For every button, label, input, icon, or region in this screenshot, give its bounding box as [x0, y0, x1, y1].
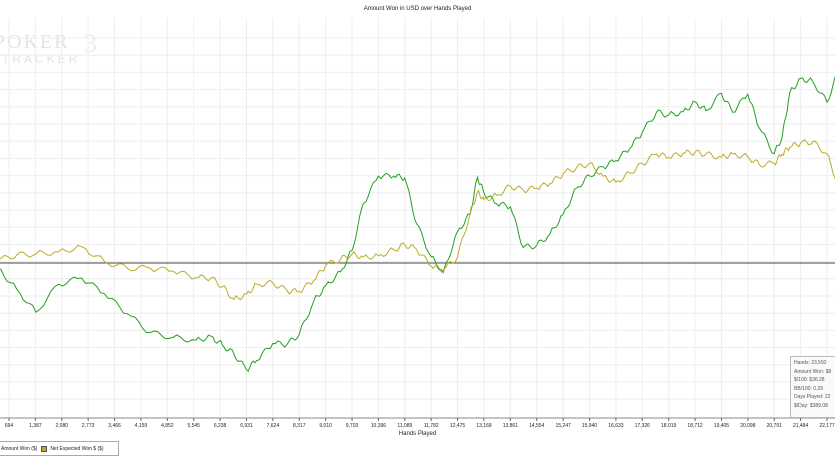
x-tick-label: 15,940	[582, 423, 598, 429]
stats-bb-per-100: BB/100: 0.29	[794, 385, 823, 392]
legend-label-amount-won: Amount Won ($)	[1, 445, 38, 452]
series-line-net-expected-won	[0, 139, 835, 301]
x-tick-label: 11,782	[424, 423, 439, 429]
x-tick-label: 14,554	[529, 423, 545, 429]
x-tick-label: 12,475	[450, 423, 466, 429]
legend-item-net-expected: Net Expected Won $ ($)	[41, 445, 104, 452]
x-tick-label: 22,177	[819, 423, 835, 429]
grid-lines	[0, 18, 835, 418]
x-tick-label: 18,712	[687, 423, 703, 429]
chart-title: Amount Won in USD over Hands Played	[363, 6, 472, 12]
x-tick-label: 16,633	[608, 423, 624, 429]
chart-legend: Amount Won ($) Net Expected Won $ ($)	[0, 441, 119, 456]
x-tick-label: 18,019	[661, 423, 677, 429]
x-tick-label: 20,791	[767, 423, 783, 429]
stats-amount-won: Amount Won: $8	[794, 368, 832, 375]
x-tick-label: 13,168	[476, 423, 492, 429]
stats-hands: Hands: 23,592	[794, 360, 827, 366]
series-line-amount-won	[0, 75, 835, 373]
x-tick-label: 9,703	[346, 423, 359, 429]
x-tick-label: 694	[5, 423, 14, 429]
stats-days-played: Days Played: 22	[794, 394, 831, 401]
series-lines	[0, 75, 835, 373]
stats-dollars-per-100: $/100: $36.28	[794, 377, 825, 384]
x-tick-label: 13,861	[503, 423, 519, 429]
x-tick-label: 6,238	[214, 423, 227, 429]
legend-swatch-net-expected	[41, 445, 48, 452]
x-tick-label: 4,852	[161, 423, 174, 429]
x-tick-label: 8,317	[293, 423, 306, 429]
legend-item-amount-won: Amount Won ($)	[1, 446, 37, 452]
x-tick-label: 15,247	[555, 423, 571, 429]
x-tick-label: 4,159	[135, 423, 148, 429]
x-tick-label: 2,080	[56, 423, 69, 429]
x-tick-label: 9,010	[319, 423, 332, 429]
x-tick-label: 3,466	[108, 423, 121, 429]
x-tick-label: 10,396	[371, 423, 387, 429]
x-tick-label: 11,089	[397, 423, 412, 429]
x-tick-label: 2,773	[82, 423, 95, 429]
x-tick-label: 6,931	[240, 423, 253, 429]
stats-summary-box: Hands: 23,592 Amount Won: $8 $/100: $36.…	[790, 356, 835, 418]
legend-label-net-expected: Net Expected Won $ ($)	[50, 445, 104, 452]
x-tick-label: 1,387	[29, 423, 42, 429]
x-tick-label: 7,624	[267, 423, 280, 429]
x-axis-title: Hands Played	[398, 431, 437, 437]
x-tick-label: 20,098	[740, 423, 756, 429]
watermark-poker-text: POKER	[0, 31, 70, 53]
x-axis-ticks: 694 1,387 2,080 2,773 3,466 4,159 4,852 5,545 6,…	[5, 418, 835, 429]
x-tick-label: 21,484	[793, 423, 809, 429]
x-tick-label: 19,405	[714, 423, 730, 429]
x-tick-label: 5,545	[187, 423, 200, 429]
stats-dollars-per-day: $/Day: $389.08	[794, 402, 828, 409]
x-tick-label: 17,326	[635, 423, 651, 429]
watermark-version-mark: 3	[84, 29, 97, 58]
